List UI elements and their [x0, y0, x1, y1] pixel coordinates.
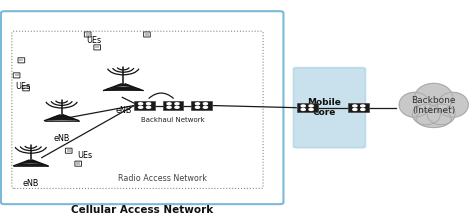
Circle shape [361, 105, 365, 107]
Text: UEs: UEs [16, 82, 31, 91]
FancyBboxPatch shape [23, 86, 29, 91]
Circle shape [361, 108, 365, 110]
Text: eNB: eNB [115, 105, 131, 115]
Text: Radio Access Network: Radio Access Network [118, 174, 207, 183]
Bar [67, 149, 71, 152]
Bar [191, 101, 212, 110]
Circle shape [203, 106, 208, 108]
Circle shape [167, 106, 171, 108]
Circle shape [146, 106, 151, 108]
Circle shape [203, 103, 208, 105]
FancyBboxPatch shape [293, 68, 365, 148]
Circle shape [301, 105, 305, 107]
FancyBboxPatch shape [84, 32, 91, 37]
Ellipse shape [427, 104, 455, 125]
Circle shape [138, 106, 143, 108]
Circle shape [167, 103, 171, 105]
Ellipse shape [412, 104, 440, 125]
Circle shape [195, 106, 200, 108]
Bar [86, 33, 90, 36]
Text: Cellular Access Network: Cellular Access Network [71, 205, 213, 215]
FancyBboxPatch shape [94, 45, 100, 50]
FancyBboxPatch shape [1, 11, 283, 204]
Circle shape [195, 103, 200, 105]
Text: eNB: eNB [54, 133, 70, 143]
Text: Backhaul Network: Backhaul Network [141, 117, 205, 123]
Bar [19, 59, 23, 61]
FancyBboxPatch shape [18, 58, 25, 63]
Bar [163, 101, 183, 110]
Bar [297, 103, 318, 112]
Circle shape [301, 108, 305, 110]
Circle shape [309, 108, 313, 110]
Bar [145, 33, 149, 36]
FancyBboxPatch shape [13, 73, 20, 78]
Bar [76, 162, 80, 165]
Ellipse shape [415, 83, 453, 112]
Text: UEs: UEs [86, 36, 101, 45]
Bar [95, 46, 99, 48]
Bar [348, 103, 369, 112]
Circle shape [353, 108, 357, 110]
Text: eNB: eNB [23, 179, 39, 188]
Bar [24, 87, 28, 89]
Ellipse shape [399, 92, 430, 117]
Ellipse shape [438, 92, 468, 117]
FancyBboxPatch shape [65, 148, 72, 153]
Circle shape [309, 105, 313, 107]
Text: Mobile
Core: Mobile Core [307, 98, 341, 117]
Circle shape [146, 103, 151, 105]
Circle shape [175, 103, 179, 105]
FancyBboxPatch shape [75, 161, 82, 166]
Circle shape [353, 105, 357, 107]
Circle shape [175, 106, 179, 108]
Ellipse shape [416, 110, 451, 128]
FancyBboxPatch shape [144, 32, 150, 37]
Text: Backbone
(Internet): Backbone (Internet) [411, 96, 456, 115]
Bar [134, 101, 155, 110]
Bar [15, 74, 18, 76]
Circle shape [138, 103, 143, 105]
Text: UEs: UEs [77, 151, 92, 159]
